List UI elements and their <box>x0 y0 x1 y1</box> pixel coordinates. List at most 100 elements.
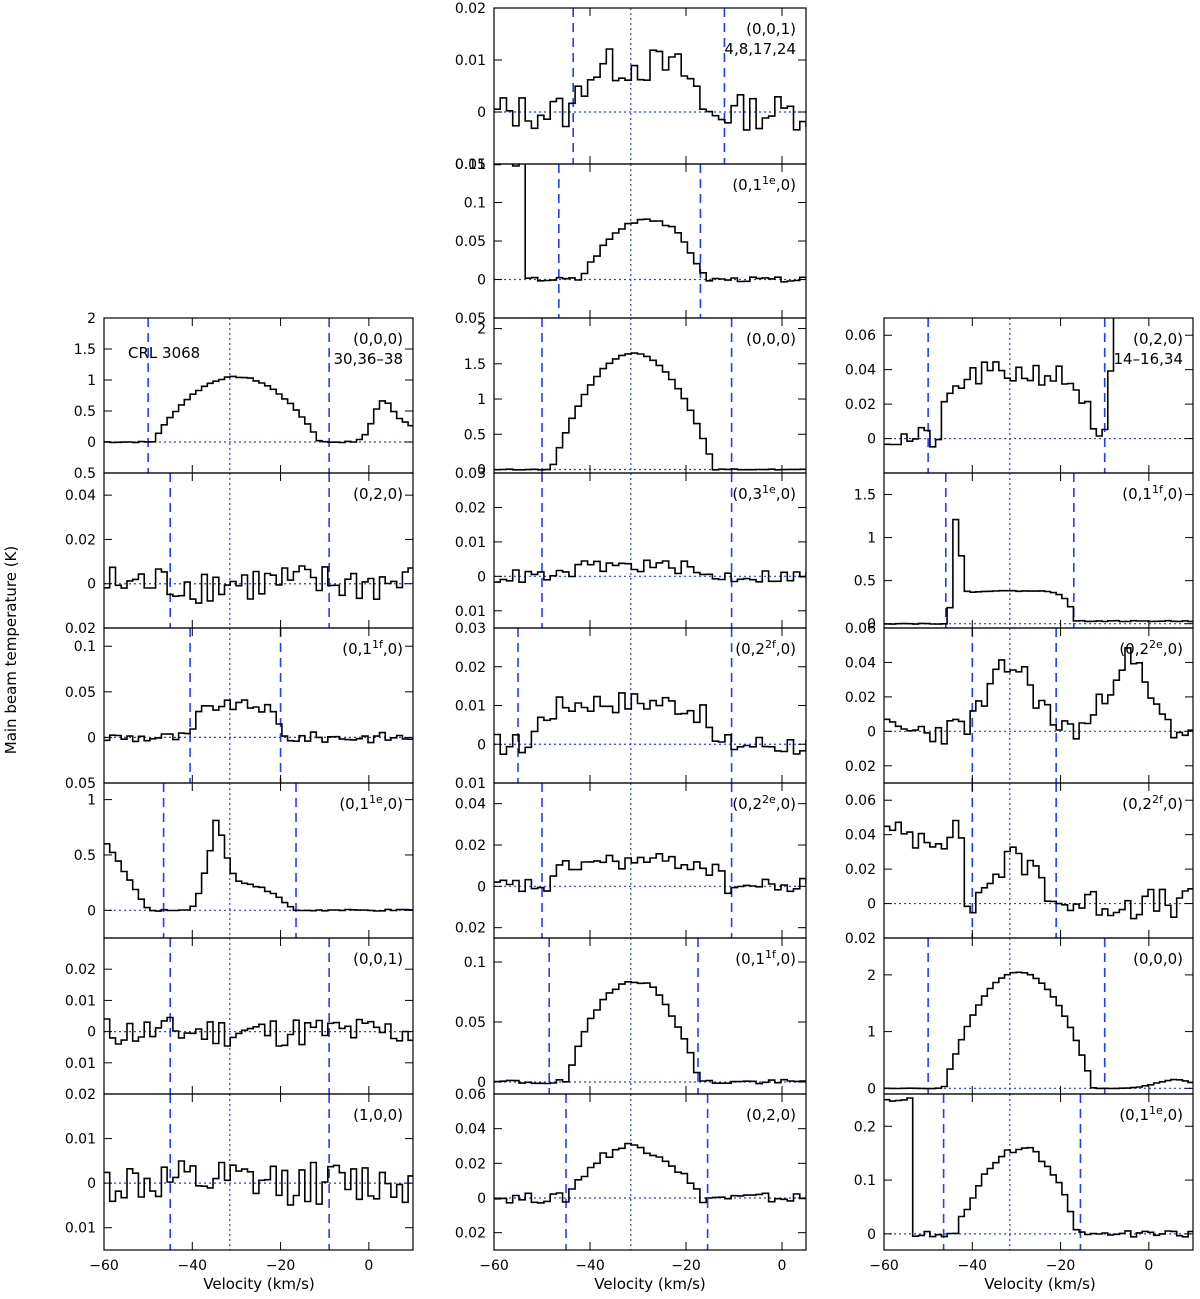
y-tick-label: 0.05 <box>455 1015 486 1031</box>
y-tick-label: 0.02 <box>455 921 486 937</box>
spectrum-panel: 0 0.02 0.04 0.06 (0,2,0) 14–16,34 <box>845 317 1194 474</box>
y-tick-label: 0.04 <box>845 828 876 844</box>
y-tick-label: 0.06 <box>845 621 876 637</box>
x-axis-title-col1: Velocity (km/s) <box>203 1275 314 1293</box>
spectrum-panel: 0 0.5 1 1.5 (0,11f,0) <box>854 472 1194 633</box>
spectrum-trace <box>494 853 806 895</box>
panel-label: (0,22e,0) <box>732 793 796 813</box>
panel-label: (0,2,0) <box>1133 330 1183 348</box>
spectrum-trace <box>494 692 806 755</box>
y-tick-label: 0.01 <box>65 1221 96 1237</box>
y-tick-label: 0 <box>477 1075 486 1091</box>
y-tick-label: 0.01 <box>455 776 486 792</box>
y-tick-label: 0.04 <box>845 655 876 671</box>
spectrum-trace <box>494 352 806 471</box>
spectrum-trace <box>494 1142 806 1204</box>
y-tick-label: 0.02 <box>455 1156 486 1172</box>
spectrum-trace <box>884 647 1193 745</box>
panel-label: (0,0,0) <box>353 330 403 348</box>
y-tick-label: 0.5 <box>74 466 96 482</box>
panel-label: (0,11e,0) <box>1119 1104 1183 1124</box>
x-tick-label: 0 <box>364 1258 373 1274</box>
x-tick-label: 0 <box>778 1258 787 1274</box>
y-tick-label: 0 <box>867 617 876 633</box>
panel-label: (0,22f,0) <box>1122 793 1183 813</box>
y-tick-label: 0.04 <box>455 1122 486 1138</box>
y-tick-label: 0 <box>867 724 876 740</box>
y-tick-label: 0.05 <box>65 685 96 701</box>
y-tick-label: 0.15 <box>455 157 486 173</box>
spectrum-trace <box>104 1160 413 1206</box>
panel-label: (0,22e,0) <box>1119 638 1183 658</box>
y-tick-label: 0.01 <box>455 535 486 551</box>
spectrum-panel: 0.02 0 0.02 0.04 (0,22e,0) <box>455 782 807 939</box>
y-tick-label: 0 <box>87 903 96 919</box>
spectrum-panel: 0 0.05 0.1 (0,11f,0) <box>455 937 807 1095</box>
y-tick-label: 2 <box>87 311 96 327</box>
y-tick-label: 0 <box>867 897 876 913</box>
y-tick-label: 0.1 <box>74 639 96 655</box>
y-tick-label: 1.5 <box>854 488 876 504</box>
y-tick-label: 0 <box>867 1081 876 1097</box>
y-tick-label: 0.02 <box>455 1226 486 1242</box>
panel-label: (0,11f,0) <box>735 948 796 968</box>
spectrum-panel: 0 0.1 0.2 −60 −40 −20 0 (0,11e,0) <box>854 1093 1194 1274</box>
spectrum-panel: 0 1 2 (0,0,0) <box>867 937 1194 1097</box>
y-tick-label: 0.02 <box>455 838 486 854</box>
spectrum-panel: 0.5 0 0.5 1 1.5 2 (0,0,0) 30,36–38 CRL 3068 <box>74 311 414 482</box>
panel-label: (0,0,1) <box>353 950 403 968</box>
y-tick-label: 0.04 <box>845 363 876 379</box>
y-tick-label: 0.02 <box>455 500 486 516</box>
y-tick-label: 0.05 <box>455 311 486 327</box>
y-tick-label: 0.02 <box>65 621 96 637</box>
y-tick-label: 0 <box>87 435 96 451</box>
y-tick-label: 0.03 <box>455 466 486 482</box>
y-tick-label: 0 <box>87 1025 96 1041</box>
y-tick-label: 0.02 <box>455 660 486 676</box>
x-tick-label: 0 <box>1144 1258 1153 1274</box>
y-tick-label: 0.5 <box>74 848 96 864</box>
x-tick-label: −60 <box>89 1258 119 1274</box>
spectrum-panel: 0.02 0 0.02 0.04 0.06 (0,22e,0) <box>845 621 1194 784</box>
spectrum-panel: 0.02 0 0.02 0.04 0.06 (0,22f,0) <box>845 782 1194 947</box>
spectrum-panel: 0.01 0 0.01 0.02 0.03 (0,22f,0) <box>455 621 807 792</box>
spectrum-trace <box>104 819 413 912</box>
y-axis-title: Main beam temperature (K) <box>2 546 20 755</box>
y-tick-label: 0.5 <box>464 427 486 443</box>
y-tick-label: 0 <box>87 730 96 746</box>
spectrum-trace <box>104 565 413 604</box>
spectrum-panel: 0 0.5 1 1.5 2 (0,0,0) <box>464 317 807 478</box>
spectrum-trace <box>494 164 806 283</box>
y-tick-label: 1 <box>87 793 96 809</box>
y-tick-label: 0.02 <box>845 397 876 413</box>
y-tick-label: 0.01 <box>65 1056 96 1072</box>
y-tick-label: 1 <box>867 531 876 547</box>
y-tick-label: 0.01 <box>455 699 486 715</box>
x-tick-label: −20 <box>671 1258 701 1274</box>
y-tick-label: 0 <box>477 1191 486 1207</box>
y-tick-label: 0.1 <box>854 1173 876 1189</box>
y-tick-label: 0.01 <box>455 604 486 620</box>
x-tick-label: −40 <box>958 1258 988 1274</box>
y-tick-label: 0.06 <box>845 793 876 809</box>
y-tick-label: 0.06 <box>455 1087 486 1103</box>
y-tick-label: 0.1 <box>464 196 486 212</box>
x-tick-label: −60 <box>479 1258 509 1274</box>
spectrum-panel: 0.05 0 0.05 0.1 (0,11f,0) <box>65 627 414 792</box>
panel-label: (0,11f,0) <box>342 638 403 658</box>
spectrum-trace <box>884 819 1193 920</box>
panel-label: (0,11e,0) <box>339 793 403 813</box>
x-tick-label: −40 <box>178 1258 208 1274</box>
source-name: CRL 3068 <box>128 344 200 362</box>
panel-label: (0,0,0) <box>746 330 796 348</box>
y-tick-label: 0 <box>87 577 96 593</box>
x-tick-label: −40 <box>575 1258 605 1274</box>
panel-label: (0,0,0) <box>1133 950 1183 968</box>
x-tick-label: −60 <box>869 1258 899 1274</box>
panel-sublabel: 30,36–38 <box>333 350 403 368</box>
spectrum-trace <box>104 1016 413 1047</box>
panel-frame <box>493 1093 807 1251</box>
y-tick-label: 0 <box>477 737 486 753</box>
y-tick-label: 0 <box>867 432 876 448</box>
